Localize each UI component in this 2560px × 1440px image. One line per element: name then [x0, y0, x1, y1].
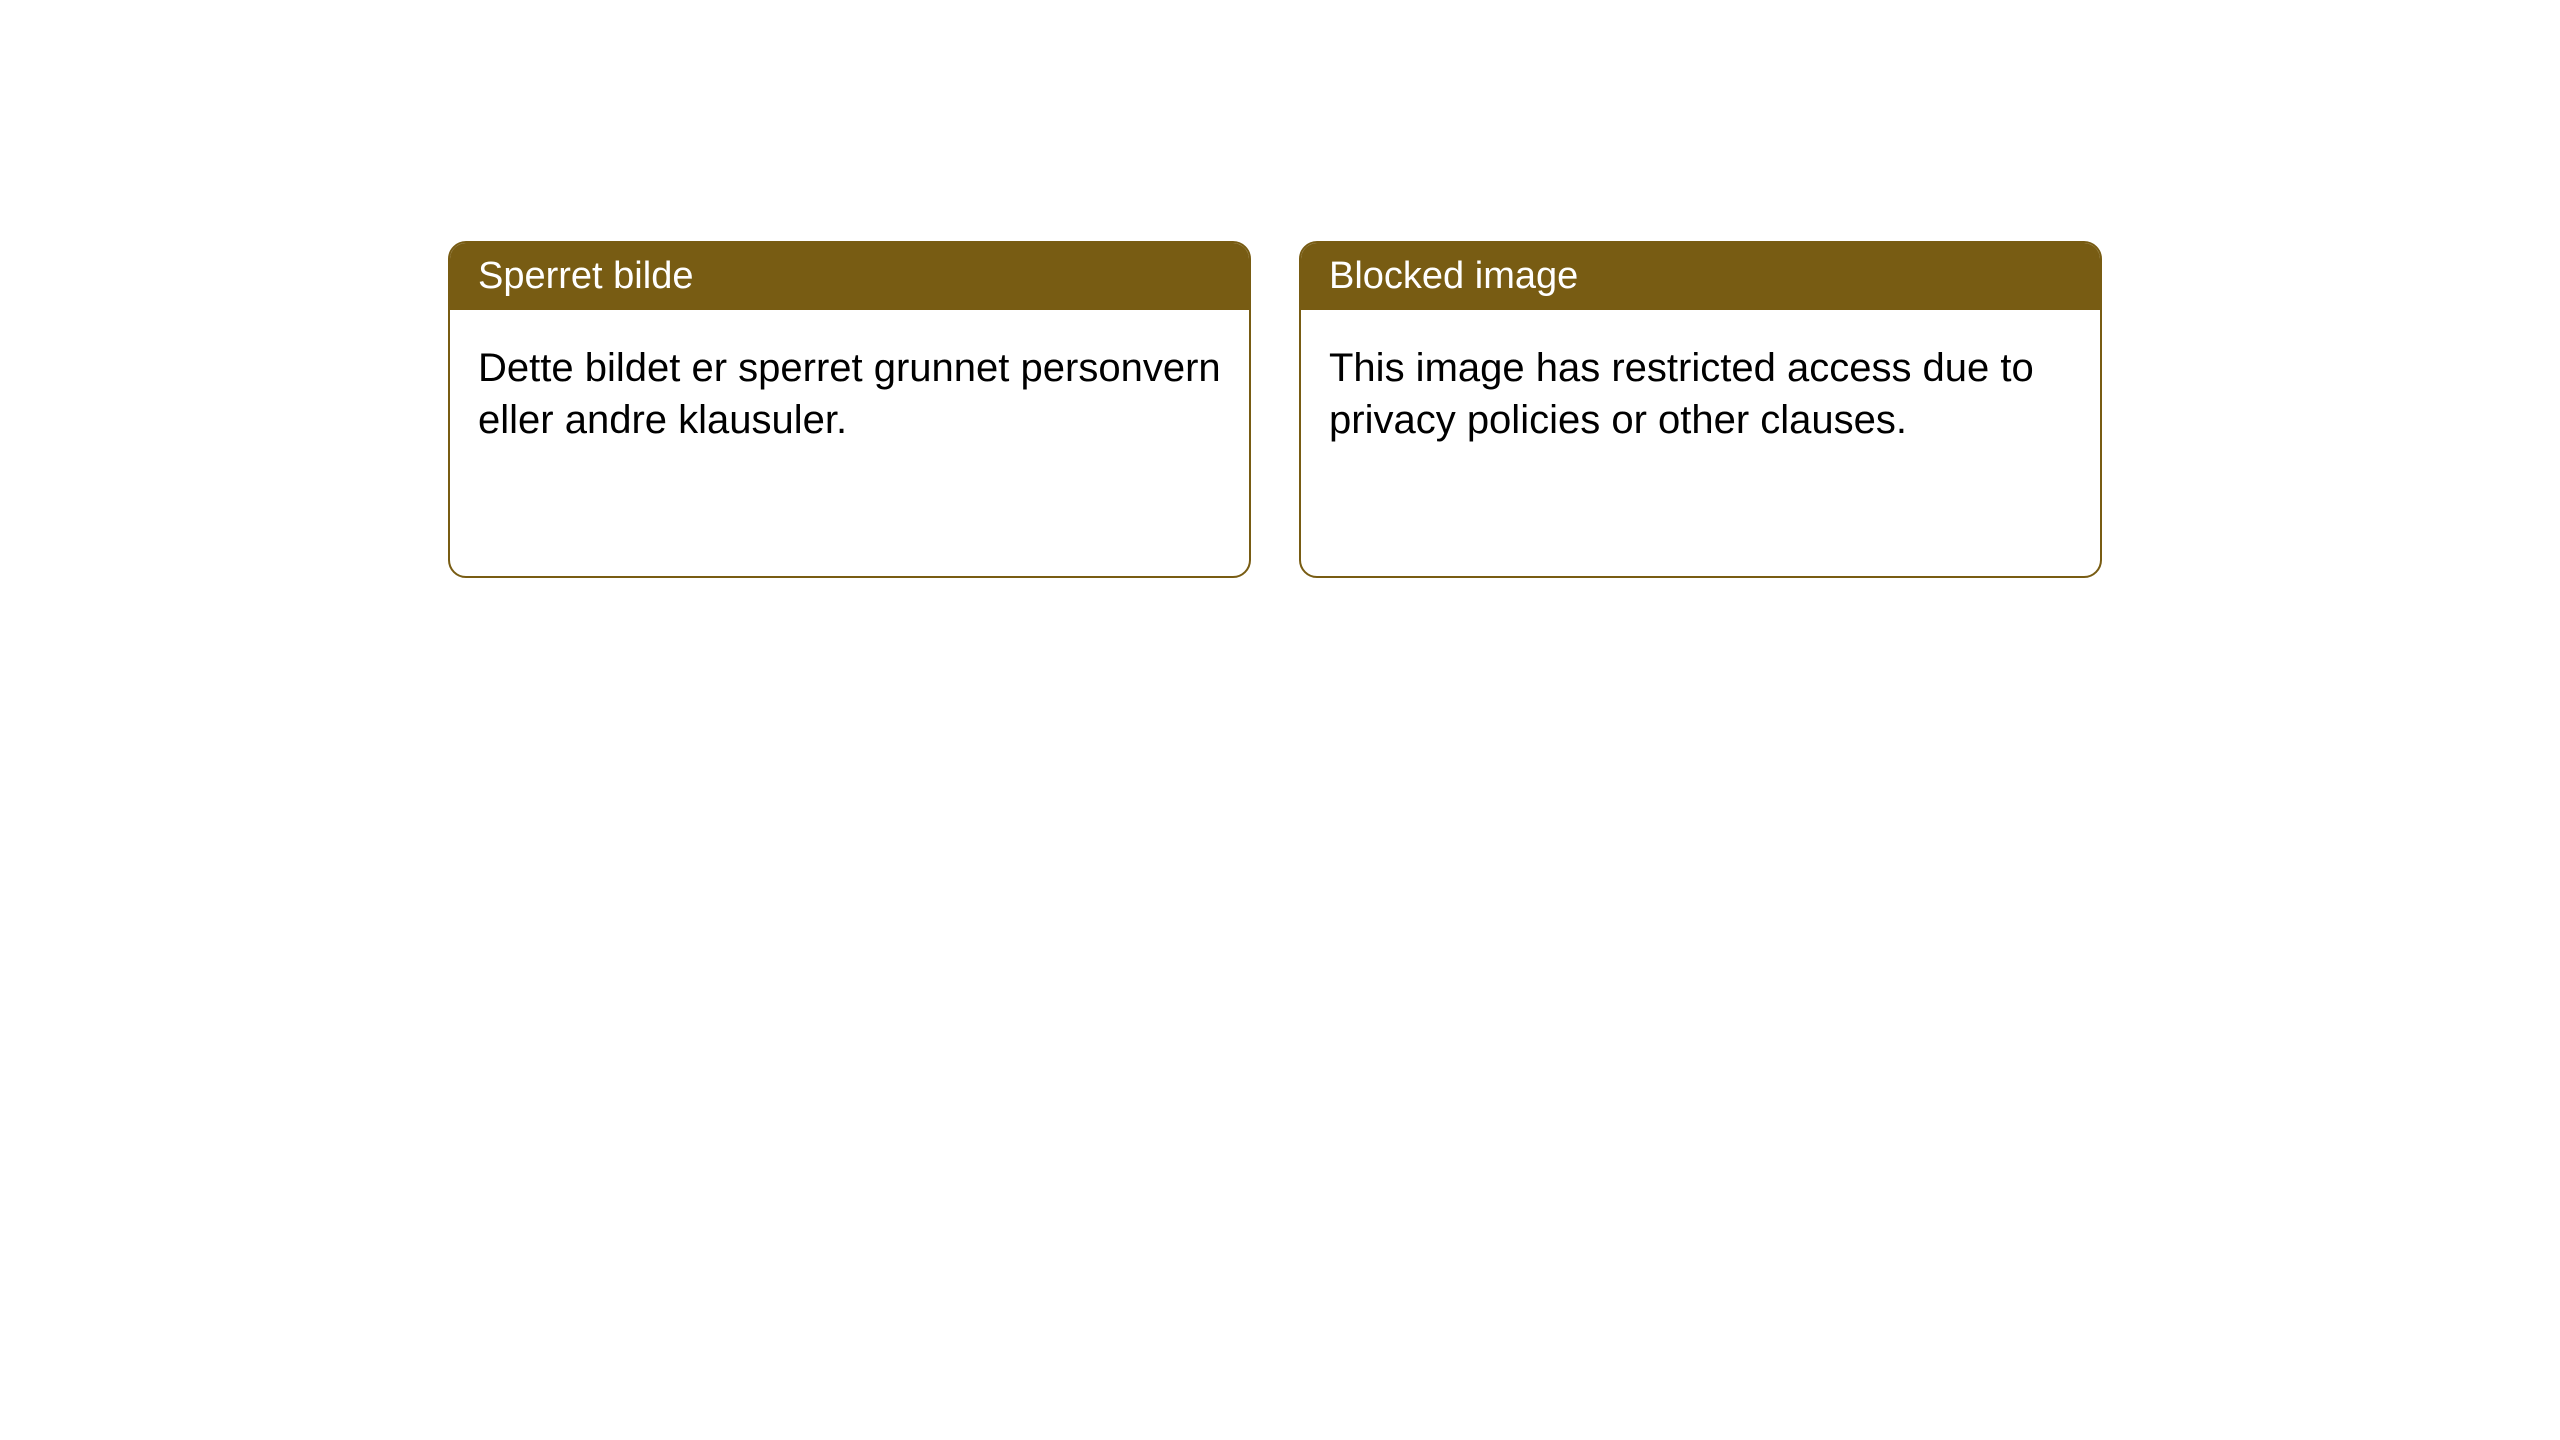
- notice-card-no: Sperret bilde Dette bildet er sperret gr…: [448, 241, 1251, 578]
- notice-card-en: Blocked image This image has restricted …: [1299, 241, 2102, 578]
- notice-cards-container: Sperret bilde Dette bildet er sperret gr…: [0, 0, 2560, 578]
- notice-card-body: Dette bildet er sperret grunnet personve…: [450, 310, 1249, 478]
- notice-card-title: Sperret bilde: [450, 243, 1249, 310]
- notice-card-title: Blocked image: [1301, 243, 2100, 310]
- notice-card-body: This image has restricted access due to …: [1301, 310, 2100, 478]
